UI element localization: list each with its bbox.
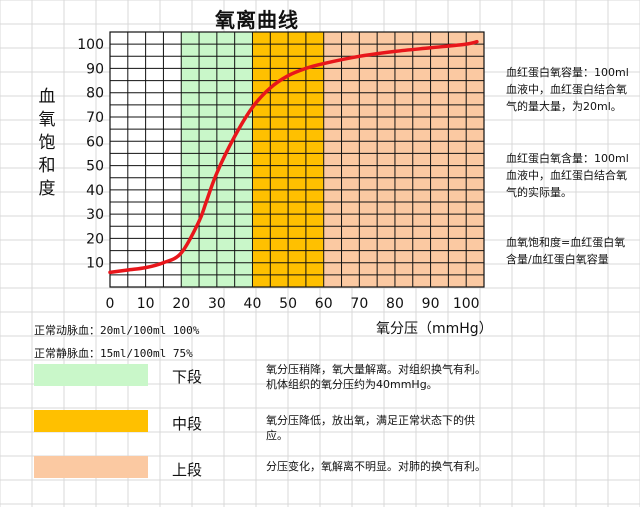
x-tick-label: 0 xyxy=(106,296,115,312)
legend-label-low: 下段 xyxy=(172,368,203,386)
y-tick-label: 80 xyxy=(86,86,104,102)
note-oxygen-saturation: 血氧饱和度=血红蛋白氧含量/血红蛋白氧容量 xyxy=(506,236,626,266)
x-tick-label: 40 xyxy=(244,296,262,312)
x-tick-label: 90 xyxy=(422,296,440,312)
legend-desc-low: 氧分压稍降，氧大量解离。对组织换气有利。机体组织的氧分压约为40mmHg。 xyxy=(266,363,486,391)
y-tick-label: 70 xyxy=(86,110,104,126)
y-tick-label: 60 xyxy=(86,134,104,150)
legend-desc-high: 分压变化，氧解离不明显。对肺的换气有利。 xyxy=(266,460,486,473)
y-tick-label: 10 xyxy=(86,256,104,272)
y-tick-label: 40 xyxy=(86,183,104,199)
chart-title: 氧离曲线 xyxy=(215,8,299,32)
legend-swatch-mid xyxy=(34,410,148,432)
legend-label-high: 上段 xyxy=(172,461,203,479)
legend-desc-mid: 氧分压降低，放出氧，满足正常状态下的供应。 xyxy=(266,414,475,442)
legend-swatch-high xyxy=(34,456,148,478)
note-oxygen-capacity: 血红蛋白氧容量：100ml血液中，血红蛋白结合氧气的量大量，为20ml。 xyxy=(506,66,629,113)
note-oxygen-content: 血红蛋白氧含量：100ml血液中，血红蛋白结合氧气的实际量。 xyxy=(506,152,629,199)
legend-swatch-low xyxy=(34,364,148,386)
y-tick-label: 50 xyxy=(86,159,104,175)
x-tick-label: 20 xyxy=(172,296,190,312)
x-tick-label: 30 xyxy=(208,296,226,312)
normal-arterial-blood: 正常动脉血：20ml/100ml 100% xyxy=(34,324,200,337)
x-axis-label: 氧分压（mmHg） xyxy=(376,321,493,337)
y-tick-label: 20 xyxy=(86,231,104,247)
x-tick-label: 10 xyxy=(137,296,155,312)
plot-border xyxy=(109,31,485,288)
x-tick-label: 70 xyxy=(350,296,368,312)
legend-label-mid: 中段 xyxy=(172,415,203,433)
y-tick-label: 90 xyxy=(86,61,104,77)
y-tick-label: 30 xyxy=(86,207,104,223)
x-tick-label: 100 xyxy=(453,296,480,312)
x-tick-label: 60 xyxy=(315,296,333,312)
x-tick-label: 50 xyxy=(279,296,297,312)
segment-band xyxy=(323,32,484,287)
normal-venous-blood: 正常静脉血：15ml/100ml 75% xyxy=(34,347,193,360)
oxygen-dissociation-curve xyxy=(108,39,479,275)
x-tick-label: 80 xyxy=(386,296,404,312)
y-axis-label: 血氧饱和度 xyxy=(38,87,56,199)
y-tick-label: 100 xyxy=(77,37,104,53)
